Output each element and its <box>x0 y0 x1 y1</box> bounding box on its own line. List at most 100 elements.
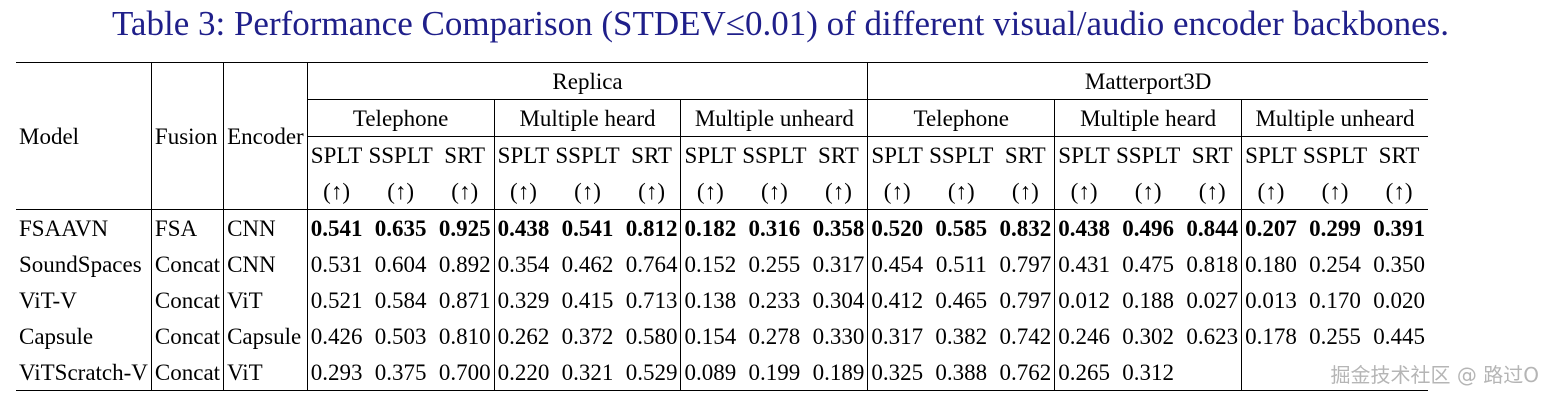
metric-direction: (↑) <box>996 173 1055 210</box>
encoder-cell: CNN <box>223 209 308 246</box>
metric-value <box>1241 354 1300 391</box>
metric-value: 0.412 <box>867 282 927 318</box>
table-row: FSAAVN FSA CNN 0.541 0.635 0.925 0.438 0.541 0.8… <box>16 209 1428 246</box>
metric-value: 0.304 <box>812 287 865 313</box>
metric-direction: (↑) <box>552 173 623 210</box>
metric-header: SSPLT <box>1302 142 1368 168</box>
metric-value: 0.511 <box>935 251 987 277</box>
dataset-header: Matterport3D <box>867 62 1428 100</box>
metric-direction: (↑) <box>1054 173 1113 210</box>
model-name: FSAAVN <box>16 209 152 246</box>
metric-value: 0.170 <box>1309 287 1361 313</box>
metric-value: 0.317 <box>812 251 865 277</box>
metric-value: 0.764 <box>625 251 678 277</box>
metric-value: 0.438 <box>493 209 553 246</box>
setting-header: Telephone <box>867 99 1055 137</box>
watermark: 掘金技术社区 @ 路过O <box>1330 363 1539 387</box>
metric-value: 0.541 <box>552 209 623 246</box>
metric-header: SRT <box>1378 142 1420 168</box>
metric-value: 0.541 <box>306 209 366 246</box>
fusion-cell: Concat <box>150 246 224 282</box>
encoder-cell: CNN <box>223 246 308 282</box>
results-table: Model Fusion Encoder Replica Matterport3D Tel… <box>16 62 1428 391</box>
table-caption: Table 3: Performance Comparison (STDEV≤0… <box>112 4 1449 43</box>
metric-direction: (↑) <box>926 173 997 210</box>
metric-value: 0.325 <box>867 354 927 391</box>
metric-value: 0.445 <box>1373 323 1425 349</box>
model-name: SoundSpaces <box>19 251 142 277</box>
metric-direction: (↑) <box>680 173 740 210</box>
metric-value: 0.188 <box>1122 287 1175 313</box>
metric-value: 0.892 <box>438 251 491 277</box>
table-row: ViTScratch-V Concat ViT 0.293 0.375 0.700 0.22… <box>16 354 1428 391</box>
fusion-cell: FSA <box>150 209 224 246</box>
metric-direction: (↑) <box>622 173 681 210</box>
encoder-cell: ViT <box>223 282 308 318</box>
metric-header: SSPLT <box>742 142 807 168</box>
metric-value: 0.265 <box>1054 354 1113 391</box>
metric-value: 0.623 <box>1186 323 1239 349</box>
header-row-metrics: SPLT SSPLT SRT SPLT SSPLT SRT SPLT SSPLT SRT SPLT… <box>16 136 1428 173</box>
metric-direction: (↑) <box>493 173 553 210</box>
metric-value <box>1299 354 1371 391</box>
metric-value: 0.832 <box>996 209 1055 246</box>
metric-value: 0.262 <box>493 318 553 354</box>
metric-value: 0.375 <box>365 354 436 391</box>
fusion-header: Fusion <box>150 62 224 210</box>
metric-value: 0.317 <box>867 318 927 354</box>
metric-value <box>1370 354 1428 391</box>
metric-value: 0.810 <box>438 323 491 349</box>
metric-value: 0.925 <box>435 209 495 246</box>
dataset-header: Replica <box>306 62 868 100</box>
metric-value: 0.372 <box>561 323 614 349</box>
metric-value: 0.438 <box>1054 209 1113 246</box>
metric-value: 0.762 <box>996 354 1055 391</box>
metric-direction: (↑) <box>1299 173 1371 210</box>
metric-value: 0.797 <box>999 287 1052 313</box>
table-row: SoundSpaces Concat CNN 0.531 0.604 0.892 0.354… <box>16 246 1428 282</box>
setting-header: Telephone <box>306 99 495 137</box>
model-name: ViTScratch-V <box>16 354 152 391</box>
metric-value: 0.138 <box>680 282 740 318</box>
metric-value: 0.302 <box>1122 323 1175 349</box>
metric-value: 0.207 <box>1241 209 1300 246</box>
metric-direction: (↑) <box>365 173 436 210</box>
metric-direction: (↑) <box>1112 173 1184 210</box>
metric-value: 0.012 <box>1054 282 1113 318</box>
metric-value: 0.199 <box>739 354 810 391</box>
metric-header: SPLT <box>1054 136 1113 173</box>
metric-header: SPLT <box>680 136 740 173</box>
metric-value: 0.382 <box>935 323 988 349</box>
metric-value: 0.254 <box>1309 251 1361 277</box>
metric-value: 0.189 <box>809 354 868 391</box>
metric-value: 0.585 <box>926 209 997 246</box>
metric-value: 0.520 <box>867 209 927 246</box>
metric-value: 0.415 <box>561 287 614 313</box>
metric-value: 0.431 <box>1054 246 1113 282</box>
metric-value: 0.871 <box>438 287 491 313</box>
setting-header: Multiple heard <box>1054 99 1242 137</box>
metric-header: SRT <box>1004 142 1046 168</box>
metric-direction: (↑) <box>867 173 927 210</box>
metric-header: SSPLT <box>368 142 433 168</box>
model-name: Capsule <box>19 323 94 349</box>
metric-value <box>1183 354 1242 391</box>
metric-value: 0.454 <box>867 246 927 282</box>
metric-value: 0.027 <box>1186 287 1239 313</box>
metric-value: 0.496 <box>1112 209 1184 246</box>
metric-value: 0.233 <box>748 287 801 313</box>
metric-value: 0.350 <box>1373 251 1425 277</box>
metric-value: 0.255 <box>748 251 801 277</box>
metric-value: 0.089 <box>680 354 740 391</box>
metric-value: 0.475 <box>1122 251 1175 277</box>
metric-value: 0.255 <box>1309 323 1361 349</box>
metric-value: 0.220 <box>493 354 553 391</box>
metric-value: 0.321 <box>552 354 623 391</box>
metric-direction: (↑) <box>1183 173 1242 210</box>
metric-value: 0.388 <box>926 354 997 391</box>
setting-header: Multiple heard <box>493 99 681 137</box>
metric-value: 0.020 <box>1373 287 1425 313</box>
metric-value: 0.700 <box>435 354 495 391</box>
setting-header: Multiple unheard <box>1241 99 1428 137</box>
fusion-cell: Concat <box>150 318 224 354</box>
